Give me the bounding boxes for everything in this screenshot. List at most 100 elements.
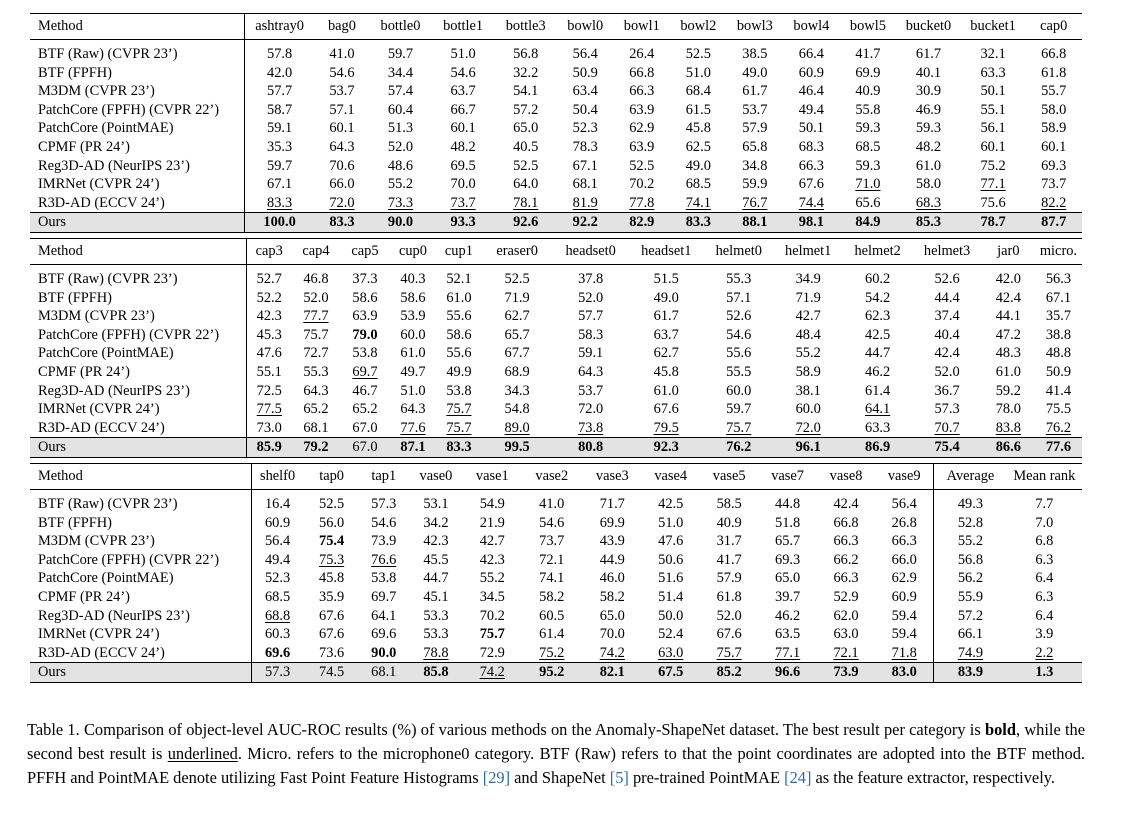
column-header: vase5 [699,463,759,490]
table-cell: 52.3 [250,569,304,588]
table-cell: 52.0 [303,289,329,306]
citation-link[interactable]: [29] [482,767,511,787]
table-cell: 54.6 [726,326,752,343]
table-cell: 65.6 [855,194,881,211]
table-cell: 42.3 [246,307,292,326]
table-cell: 75.2 [980,157,1006,174]
table-cell: 42.7 [795,308,821,325]
table-cell: 7.0 [1035,514,1054,531]
table-cell: 62.0 [833,607,859,624]
table-cell: 85.9 [246,437,292,458]
table-cell: 65.2 [352,401,378,418]
table-cell: 82.2 [1041,194,1067,211]
table-cell: 42.4 [934,345,960,362]
caption-text-5: pre-trained PointMAE [628,767,785,787]
table-row: BTF (FPFH) 60.9 56.0 54.6 34.2 21.9 54.6 69.9 51… [30,513,1082,533]
table-cell: 60.9 [250,513,304,533]
table-cell: 73.7 [1041,176,1067,193]
table-cell: 30.9 [915,83,942,100]
column-header: bowl2 [670,13,727,40]
table-cell: 1.3 [1006,662,1082,683]
table-cell: 63.7 [450,83,476,100]
table-cell: 57.8 [243,39,315,64]
table-cell: 67.6 [319,626,345,643]
table-cell: 75.7 [446,419,472,436]
citation-link[interactable]: [24] [784,767,812,787]
table-cell: 73.9 [816,662,876,683]
table-cell: 48.6 [387,157,414,174]
table-cell: 77.1 [980,176,1006,193]
table-cell: 53.7 [578,382,604,399]
method-name: BTF (FPFH) [38,289,112,306]
table-cell: 55.2 [479,570,505,587]
column-header: bowl3 [726,13,784,40]
table-cell: 78.3 [572,138,598,155]
table-cell: 55.7 [1041,83,1067,100]
citation-link[interactable]: [5] [609,767,629,787]
table-cell: 35.3 [243,137,315,157]
table-cell: 75.7 [303,326,329,343]
table-cell: 40.3 [400,271,426,287]
table-cell: 85.3 [896,212,961,233]
table-cell: 55.8 [855,101,881,118]
table-cell: 52.8 [933,513,1007,533]
table-cell: 61.7 [915,46,942,62]
table-cell: 57.7 [578,308,604,325]
table-cell: 57.4 [387,83,414,100]
table-cell: 62.9 [629,120,655,137]
header-row: Method cap3 cap4 cap5 cup0 cup1 eraser0 headset… [30,238,1082,265]
table-cell: 76.2 [1045,419,1072,436]
column-header: bottle3 [494,13,557,40]
table-cell: 46.8 [303,271,329,287]
table-cell: 87.7 [1025,212,1082,233]
table-cell: 34.2 [423,514,449,531]
table-cell: 77.6 [400,419,426,436]
table-cell: 6.3 [1035,588,1054,605]
table-cell: 67.6 [653,401,679,418]
table-cell: 69.9 [855,64,881,81]
table-cell: 57.3 [934,401,960,418]
table-cell: 49.3 [933,489,1007,514]
table-cell: 64.3 [578,363,604,380]
table-cell: 49.0 [653,289,679,306]
table-cell: 77.6 [1034,437,1082,458]
table-cell: 56.3 [1045,271,1072,287]
table-cell: 52.7 [246,264,292,289]
column-header: vase0 [407,463,465,490]
table-cell: 52.0 [578,289,604,306]
column-header: eraser0 [481,238,553,265]
table-cell: 44.9 [599,551,625,568]
column-header: shelf0 [250,463,304,490]
table-cell: 40.5 [513,138,539,155]
table-cell: 58.7 [243,100,315,120]
table-cell: 85.8 [407,662,465,683]
table-cell: 61.0 [400,345,426,362]
method-name: Reg3D-AD (NeurIPS 23’) [38,382,190,399]
table-cell: 61.7 [653,308,679,325]
method-header: Method [30,238,247,265]
table-cell: 59.3 [855,120,881,137]
table-cell: 59.2 [995,382,1021,399]
table-cell: 55.5 [726,363,752,380]
table-cell: 72.0 [578,401,604,418]
table-cell: 65.8 [742,138,768,155]
table-cell: 34.5 [479,588,505,605]
table-cell: 42.0 [243,63,315,83]
table-cell: 58.0 [1041,101,1067,118]
table-cell: 63.7 [653,326,679,343]
table-cell: 44.7 [865,345,891,362]
table-cell: 65.7 [775,533,801,550]
table-cell: 54.6 [450,64,476,81]
table-cell: 40.1 [915,64,942,81]
table-cell: 61.0 [653,382,679,399]
table-cell: 75.4 [319,533,345,550]
table-cell: 78.0 [995,401,1021,418]
table-cell: 45.8 [319,570,345,587]
table-cell: 51.6 [658,570,684,587]
table-cell: 58.6 [446,326,472,343]
table-cell: 42.5 [658,496,684,512]
table-cell: 58.2 [599,588,625,605]
table-cell: 59.1 [243,119,315,138]
table-cell: 52.0 [934,363,960,380]
table-cell: 89.0 [504,419,530,436]
